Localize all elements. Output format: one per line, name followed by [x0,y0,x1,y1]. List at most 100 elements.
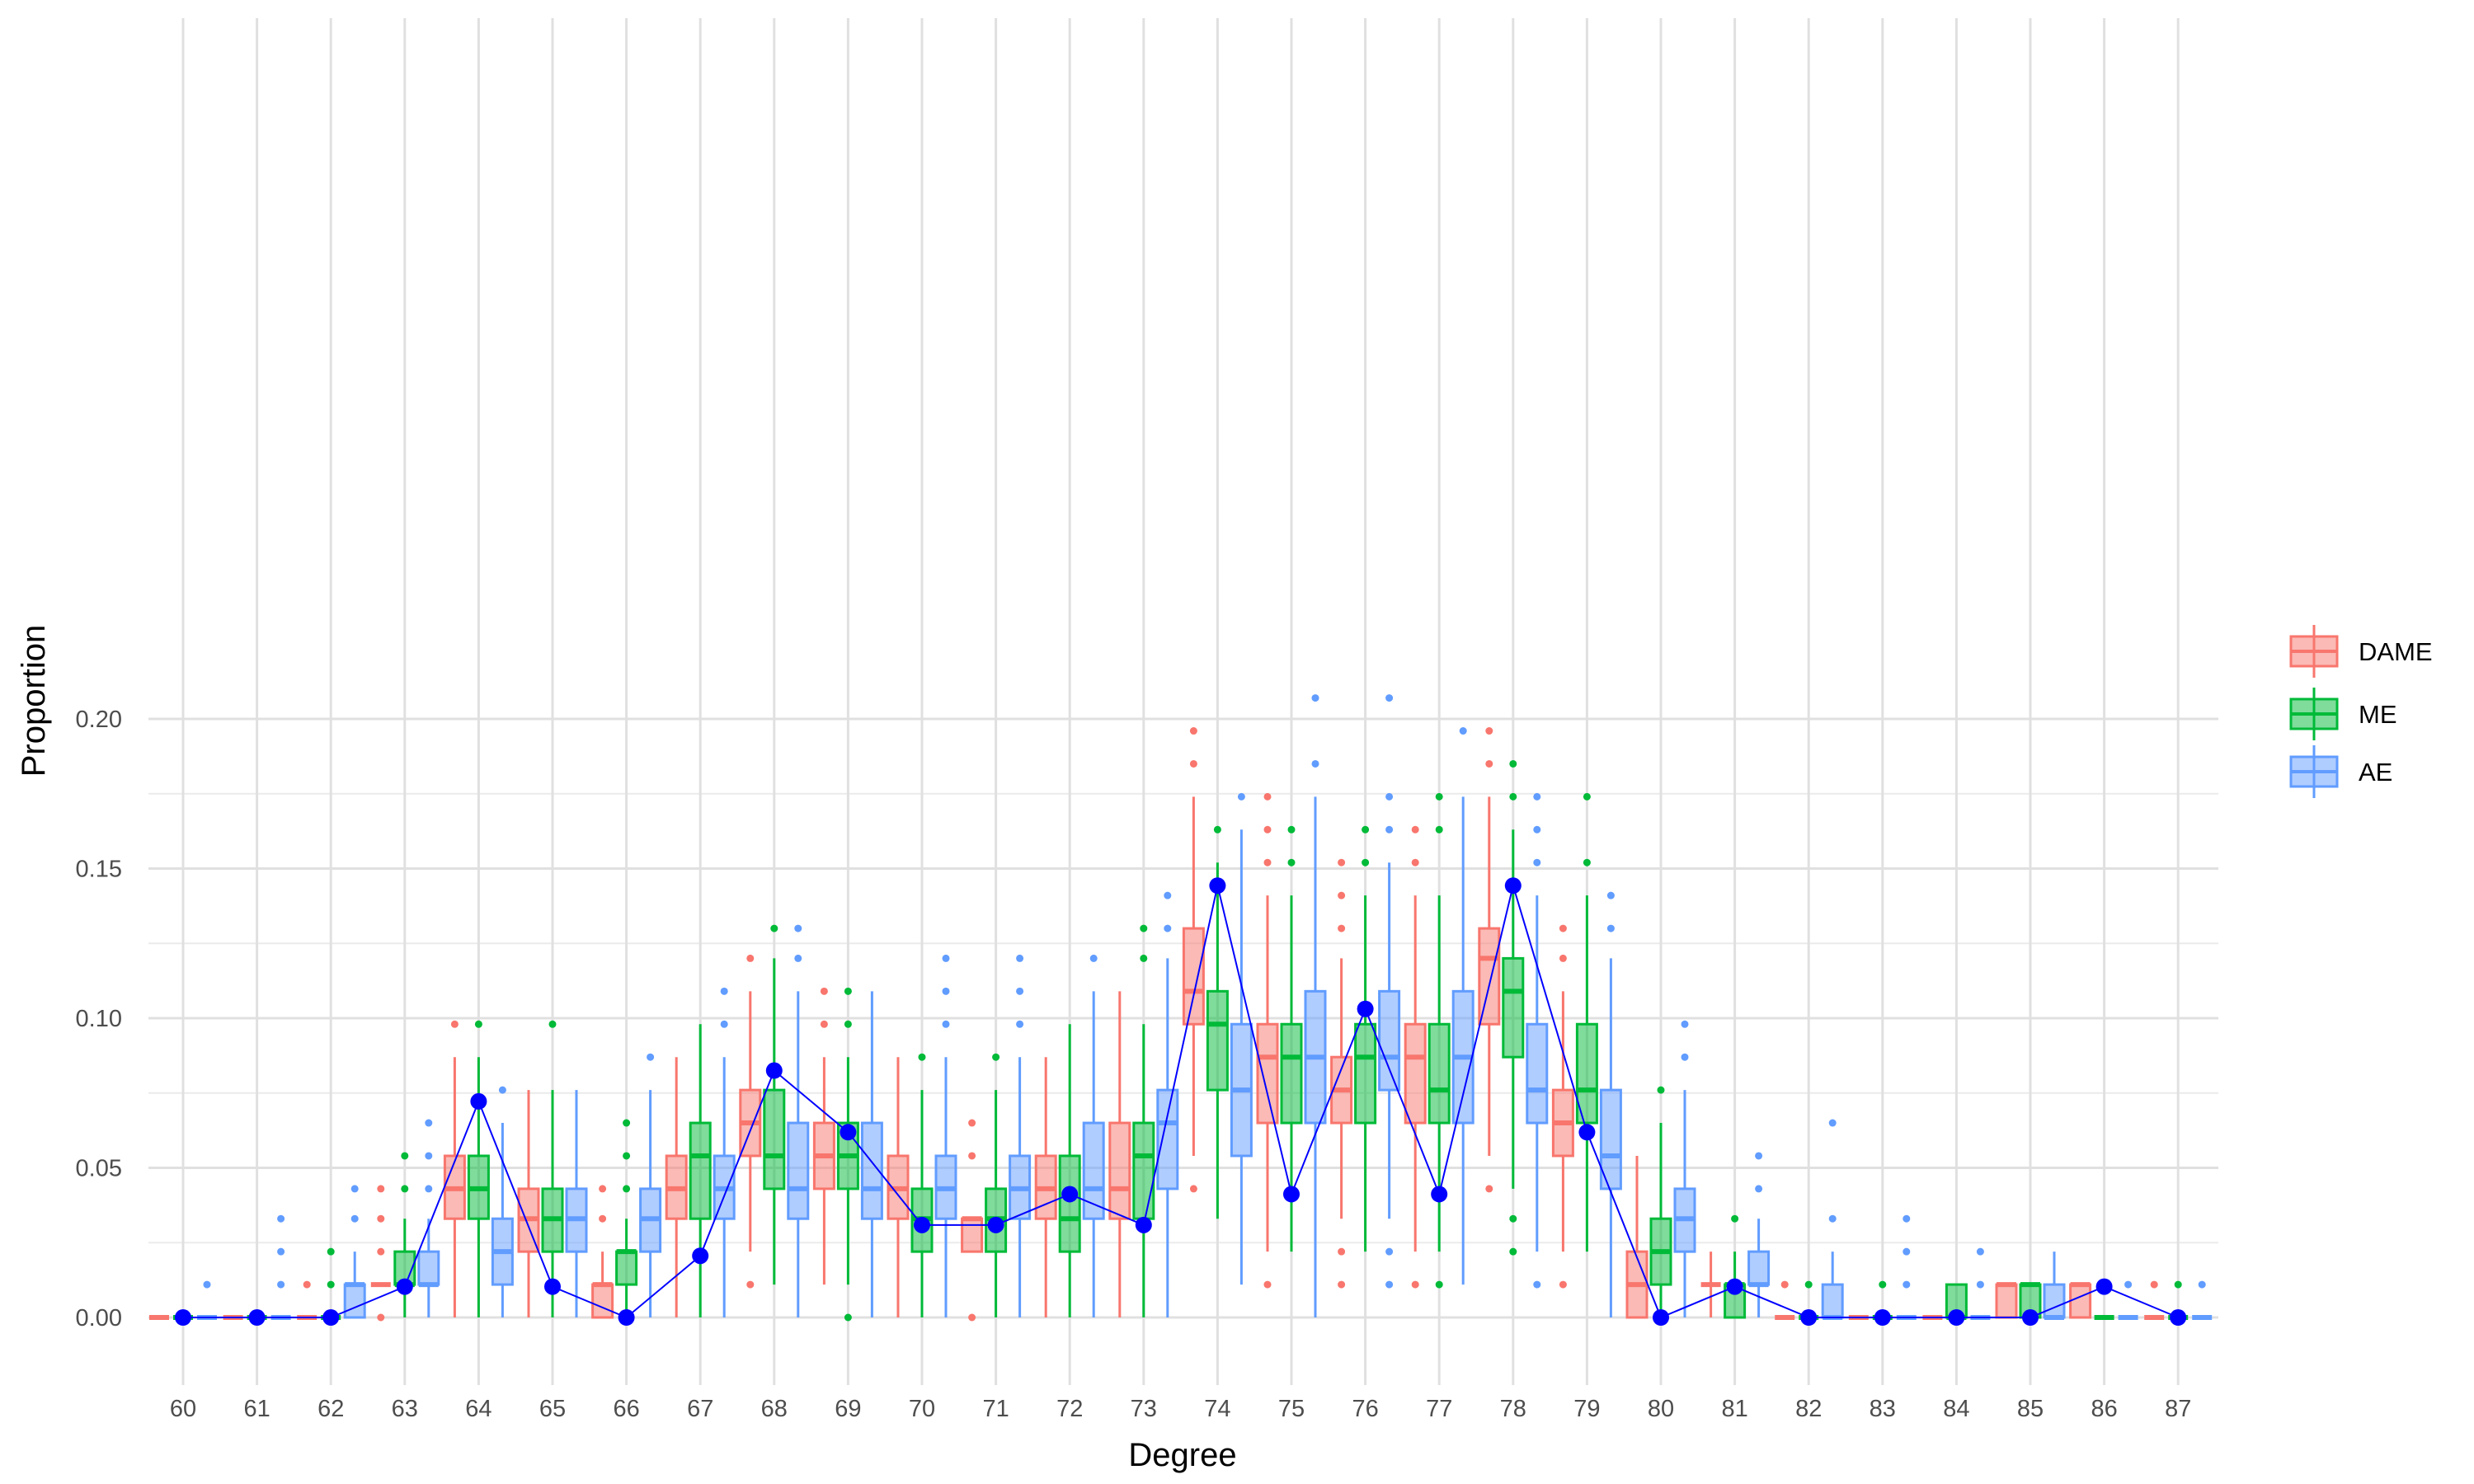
box-body [1821,1283,1844,1319]
box-body [689,1121,712,1220]
outlier-point [720,987,728,995]
outlier-point [1189,759,1197,768]
outlier-point [1780,1280,1789,1289]
outlier-point [1411,858,1419,866]
reference-point [470,1092,487,1110]
box-body [1058,1154,1081,1253]
outlier-point [498,1086,506,1094]
outlier-point [1016,954,1024,962]
outlier-point [1903,1247,1911,1256]
x-tick-label: 78 [1500,1396,1526,1422]
box-me [1058,1024,1081,1317]
reference-point [618,1309,635,1326]
outlier-point [327,1280,335,1289]
box-dame [961,1119,984,1322]
outlier-point [942,954,950,962]
box-body [1526,1022,1549,1125]
box-ae [417,1119,440,1317]
outlier-point [1485,1185,1493,1193]
reference-point [175,1309,191,1326]
outlier-point [720,1020,728,1028]
outlier-point [1533,858,1541,866]
outlier-point [1338,858,1346,866]
reference-point [2095,1278,2113,1295]
outlier-point [277,1280,285,1289]
box-ae [1896,1214,1917,1320]
box-body [1108,1121,1131,1220]
x-tick-label: 87 [2165,1396,2191,1422]
outlier-point [1559,924,1567,932]
y-axis-ticks: 0.00 0.05 0.10 0.15 0.20 [76,707,122,1331]
x-tick-label: 74 [1204,1396,1230,1422]
x-tick-label: 73 [1131,1396,1157,1422]
outlier-point [746,1280,755,1289]
outlier-point [1263,858,1272,866]
box-dame [443,1020,466,1317]
outlier-point [1657,1086,1665,1094]
outlier-point [992,1053,1000,1061]
outlier-point [1213,825,1221,834]
outlier-point [1509,792,1517,801]
outlier-point [844,987,852,995]
reference-point [1800,1309,1818,1326]
outlier-point [425,1152,433,1160]
box-body [1256,1022,1279,1125]
outlier-point [1435,792,1443,801]
x-tick-label: 79 [1573,1396,1600,1422]
box-body [1478,927,1501,1026]
outlier-point [1804,1280,1813,1289]
box-ae [934,954,957,1317]
box-ae [787,924,810,1317]
outlier-point [350,1214,359,1223]
box-me [1132,924,1155,1317]
x-tick-label: 71 [982,1396,1009,1422]
y-tick-label: 0.10 [76,1006,122,1032]
outlier-point [1287,825,1296,834]
outlier-point [203,1280,211,1289]
outlier-point [1411,1280,1419,1289]
series-dame [149,727,2165,1322]
box-me [689,1024,712,1317]
outlier-point [1606,924,1615,932]
outlier-point [1533,792,1541,801]
box-body [1354,1022,1377,1125]
outlier-point [548,1020,557,1028]
outlier-point [1755,1185,1763,1193]
x-tick-label: 64 [465,1396,492,1422]
reference-point [692,1247,709,1265]
outlier-point [1828,1214,1837,1223]
outlier-point [1435,1280,1443,1289]
outlier-point [1385,792,1394,801]
legend: DAME ME AE [2289,625,2433,798]
outlier-point [794,924,802,932]
outlier-point [1338,891,1346,899]
reference-point [2022,1309,2039,1326]
y-tick-label: 0.00 [76,1305,122,1331]
reference-point [1726,1278,1743,1295]
outlier-point [1338,1280,1346,1289]
box-body [961,1217,984,1253]
reference-point [1504,877,1522,895]
box-body [615,1250,638,1286]
box-ae [1747,1152,1771,1317]
box-body [1404,1022,1427,1125]
outlier-point [647,1053,655,1061]
x-tick-label: 83 [1870,1396,1896,1422]
outlier-point [1362,825,1370,834]
box-ae [2118,1280,2138,1320]
reference-point [1948,1309,1965,1326]
box-me [1427,792,1451,1289]
box-body [1575,1022,1598,1125]
outlier-point [1311,759,1319,768]
outlier-point [401,1152,409,1160]
outlier-point [1263,792,1272,801]
outlier-point [844,1020,852,1028]
outlier-point [1089,954,1098,962]
box-me [1575,792,1598,1252]
outlier-point [1755,1152,1763,1160]
outlier-point [770,924,778,932]
box-ae [1378,694,1401,1289]
box-ae [639,1053,662,1317]
x-tick-label: 72 [1056,1396,1083,1422]
box-dame [1256,792,1279,1289]
